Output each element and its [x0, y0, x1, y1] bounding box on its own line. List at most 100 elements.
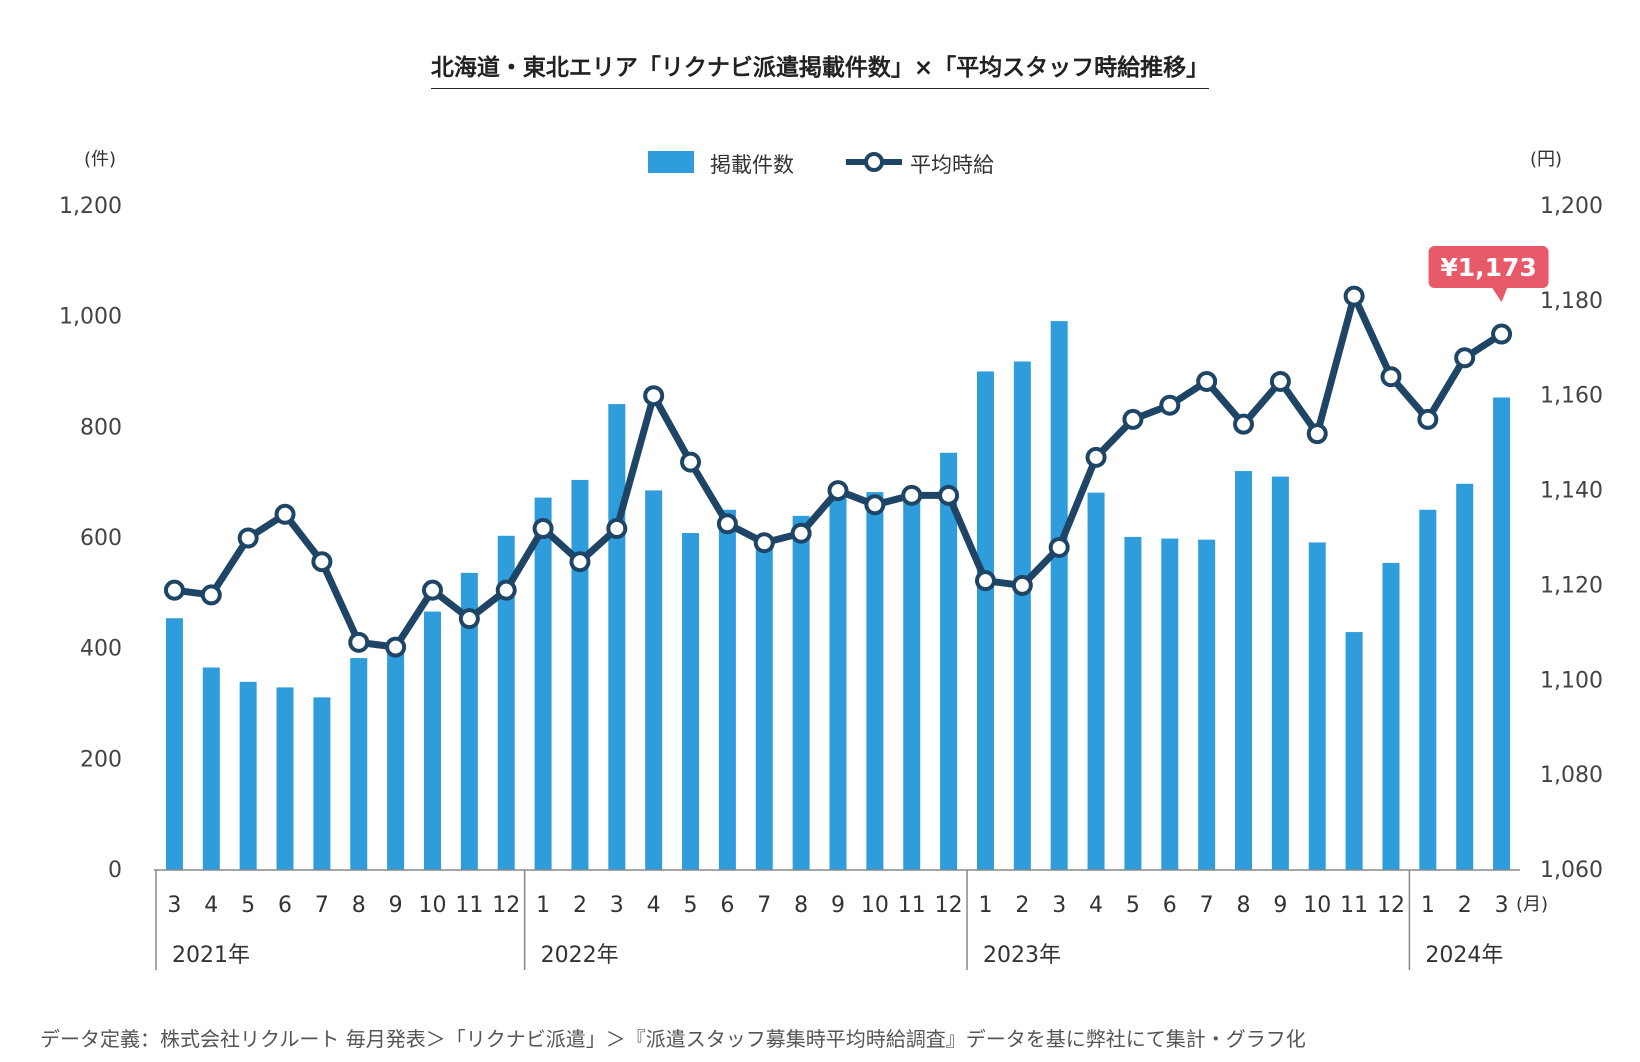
bar	[1087, 492, 1105, 870]
bar	[903, 497, 921, 870]
bar	[976, 371, 994, 870]
month-label: 4	[204, 893, 218, 918]
left-axis-unit: (件)	[84, 149, 117, 170]
left-tick-label: 400	[80, 637, 122, 662]
wage-point	[753, 532, 775, 554]
month-label: 6	[278, 893, 292, 918]
month-label: 12	[935, 893, 963, 918]
month-label: 1	[1421, 893, 1435, 918]
bar	[1161, 538, 1179, 870]
wage-point	[1233, 413, 1255, 435]
left-tick-label: 1,200	[59, 194, 122, 219]
bar	[1050, 321, 1068, 870]
month-label: 3	[167, 893, 181, 918]
month-unit: (月)	[1516, 894, 1548, 915]
month-label: 9	[1273, 893, 1287, 918]
wage-point	[790, 522, 812, 544]
month-label: 3	[1052, 893, 1066, 918]
bar	[755, 547, 773, 870]
bar	[866, 492, 884, 870]
bar	[1271, 476, 1289, 870]
bar	[718, 509, 736, 870]
wage-point	[716, 513, 738, 535]
right-tick-label: 1,140	[1540, 479, 1603, 504]
month-label: 5	[241, 893, 255, 918]
bar	[645, 490, 663, 870]
wage-point	[532, 518, 554, 540]
month-label: 10	[418, 893, 446, 918]
wage-point	[274, 503, 296, 525]
wage-point	[1085, 446, 1107, 468]
wage-point	[1491, 323, 1513, 345]
month-label: 12	[1377, 893, 1405, 918]
right-tick-label: 1,160	[1540, 384, 1603, 409]
bar	[350, 658, 368, 870]
wage-point	[938, 484, 960, 506]
wage-point	[1269, 370, 1291, 392]
month-label: 7	[1200, 893, 1214, 918]
wage-point	[495, 579, 517, 601]
bar	[1493, 397, 1511, 870]
month-label: 7	[315, 893, 329, 918]
wage-point	[458, 608, 480, 630]
wage-point	[1011, 574, 1033, 596]
right-tick-label: 1,200	[1540, 194, 1603, 219]
month-label: 2	[573, 893, 587, 918]
right-tick-label: 1,080	[1540, 763, 1603, 788]
callout-pointer	[1491, 287, 1508, 303]
source-note: データ定義：株式会社リクルート 毎月発表＞「リクナビ派遣」＞『派遣スタッフ募集時…	[40, 1027, 1306, 1051]
month-label: 11	[898, 893, 926, 918]
bar	[1013, 361, 1031, 870]
right-tick-label: 1,060	[1540, 858, 1603, 883]
legend-line-label: 平均時給	[910, 153, 994, 177]
bar	[497, 535, 515, 870]
bar	[608, 404, 626, 870]
wage-point	[1380, 366, 1402, 388]
year-label: 2022年	[541, 943, 619, 968]
wage-point	[1454, 347, 1476, 369]
wage-point	[311, 551, 333, 573]
month-label: 3	[610, 893, 624, 918]
month-label: 2	[1015, 893, 1029, 918]
month-label: 8	[794, 893, 808, 918]
bar	[1419, 509, 1437, 870]
bar	[571, 479, 589, 870]
bar	[829, 497, 847, 870]
month-label: 8	[352, 893, 366, 918]
bar	[239, 681, 257, 870]
legend-bar-label: 掲載件数	[710, 153, 794, 177]
right-tick-label: 1,180	[1540, 289, 1603, 314]
month-label: 11	[455, 893, 483, 918]
bar	[1124, 536, 1142, 870]
wage-point	[643, 385, 665, 407]
left-tick-label: 200	[80, 747, 122, 772]
wage-point	[163, 579, 185, 601]
month-label: 9	[389, 893, 403, 918]
year-label: 2023年	[983, 943, 1061, 968]
wage-point	[974, 570, 996, 592]
bar	[1345, 632, 1363, 870]
month-label: 7	[757, 893, 771, 918]
wage-point	[1343, 285, 1365, 307]
wage-point	[421, 579, 443, 601]
bar	[1198, 539, 1216, 870]
month-label: 5	[684, 893, 698, 918]
bar	[792, 515, 810, 870]
wage-point	[385, 636, 407, 658]
chart-title-wrap: 北海道・東北エリア「リクナビ派遣掲載件数」×「平均スタッフ時給推移」	[0, 48, 1640, 89]
bar	[940, 452, 958, 870]
bar	[313, 697, 331, 870]
legend-bar-swatch	[648, 151, 694, 173]
left-tick-label: 0	[108, 858, 122, 883]
bar	[276, 687, 294, 870]
right-axis-unit: (円)	[1530, 149, 1563, 170]
bar	[682, 533, 700, 870]
callout-box	[1428, 246, 1549, 289]
wage-point	[680, 451, 702, 473]
bar	[1308, 542, 1326, 870]
bar	[1382, 562, 1400, 870]
month-label: 5	[1126, 893, 1140, 918]
legend-line-swatch	[846, 152, 902, 172]
month-label: 1	[536, 893, 550, 918]
bar	[202, 667, 220, 870]
